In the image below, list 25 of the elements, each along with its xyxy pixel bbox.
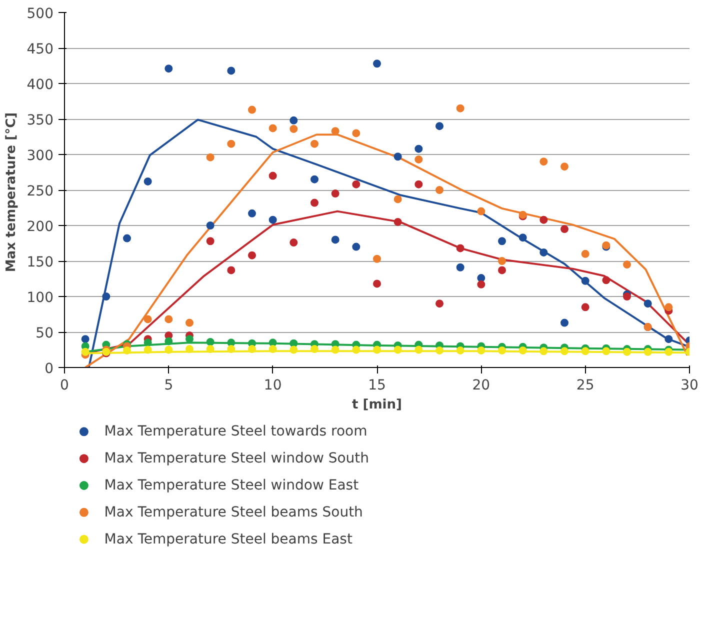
y-tick-label: 200: [26, 219, 54, 235]
x-axis-title: t [min]: [352, 398, 402, 412]
y-tick-label: 250: [26, 184, 54, 200]
y-tick-label: 0: [44, 361, 54, 377]
y-tick-label: 300: [26, 148, 54, 164]
x-tick-label: 20: [472, 378, 490, 394]
legend-label: Max Temperature Steel window East: [104, 478, 360, 494]
legend-label: Max Temperature Steel window South: [104, 450, 370, 467]
legend-label: Max Temperature Steel beams East: [104, 531, 353, 548]
x-tick-label: 25: [576, 378, 594, 394]
y-tick-label: 100: [26, 290, 54, 306]
x-tick-label: 5: [164, 378, 174, 394]
x-tick-label: 15: [368, 378, 386, 394]
x-tick-label: 0: [60, 378, 69, 394]
legend-label: Max Temperature Steel beams South: [104, 504, 363, 520]
x-tick-label: 30: [680, 378, 698, 394]
y-tick-label: 50: [36, 326, 54, 342]
y-tick-label: 400: [26, 77, 54, 93]
y-tick-label: 500: [26, 6, 54, 22]
y-tick-label: 350: [26, 112, 54, 128]
y-tick-label: 150: [26, 254, 54, 270]
x-tick-label: 10: [264, 378, 282, 394]
legend-label: Max Temperature Steel towards room: [104, 424, 368, 440]
y-axis-title: Max temperature [°C]: [4, 112, 19, 272]
y-tick-label: 450: [26, 42, 54, 58]
